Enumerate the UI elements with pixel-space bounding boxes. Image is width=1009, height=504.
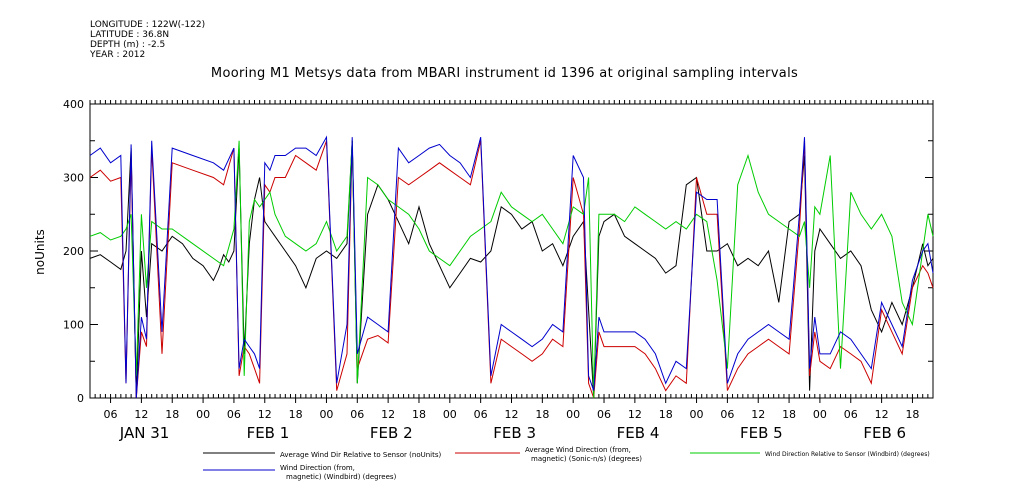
x-tick-label: 06 (227, 408, 241, 421)
x-tick-label: 18 (535, 408, 549, 421)
legend-label: Average Wind Direction (from, (525, 446, 631, 454)
x-tick-label: 00 (813, 408, 827, 421)
x-day-label: FEB 2 (370, 424, 413, 442)
x-tick-label: 06 (844, 408, 858, 421)
x-tick-label: 12 (381, 408, 395, 421)
x-day-label: JAN 31 (119, 424, 170, 442)
legend: Average Wind Dir Relative to Sensor (noU… (203, 446, 930, 481)
legend-label: Wind Direction (from, (280, 464, 355, 472)
y-tick-label: 300 (63, 172, 84, 185)
x-day-label: FEB 1 (247, 424, 290, 442)
latitude-text: LATITUDE : 36.8N (90, 30, 170, 40)
x-tick-label: 00 (196, 408, 210, 421)
x-tick-label: 00 (690, 408, 704, 421)
legend-label: magnetic) (Windbird) (degrees) (286, 473, 397, 481)
x-tick-label: 06 (104, 408, 118, 421)
chart-title: Mooring M1 Metsys data from MBARI instru… (210, 66, 799, 81)
x-tick-label: 12 (258, 408, 272, 421)
x-tick-label: 00 (319, 408, 333, 421)
x-tick-label: 12 (628, 408, 642, 421)
legend-label: Wind Direction Relative to Sensor (Windb… (765, 451, 930, 458)
y-tick-label: 100 (63, 319, 84, 332)
axis-labels: 06 12 18 00 06 12 18 00 06 12 18 00 06 12 18 00 06 12 18 00… (63, 98, 919, 442)
x-day-label: FEB 4 (617, 424, 660, 442)
legend-label: magnetic) (Sonic-n/s) (degrees) (531, 455, 642, 463)
x-tick-label: 18 (782, 408, 796, 421)
x-tick-label: 06 (597, 408, 611, 421)
x-tick-label: 18 (412, 408, 426, 421)
year-text: YEAR : 2012 (90, 50, 146, 60)
y-tick-label: 400 (63, 98, 84, 111)
depth-text: DEPTH (m) : -2.5 (90, 40, 166, 50)
series-line (89, 135, 934, 399)
x-tick-label: 06 (474, 408, 488, 421)
legend-label: Average Wind Dir Relative to Sensor (noU… (280, 451, 441, 459)
x-tick-label: 18 (659, 408, 673, 421)
x-day-label: FEB 3 (493, 424, 536, 442)
x-tick-label: 12 (875, 408, 889, 421)
x-tick-label: 06 (720, 408, 734, 421)
y-axis-label: noUnits (33, 229, 47, 275)
longitude-text: LONGITUDE : 122W(-122) (90, 20, 206, 30)
x-tick-label: 18 (165, 408, 179, 421)
x-tick-label: 06 (350, 408, 364, 421)
x-day-label: FEB 5 (740, 424, 783, 442)
y-tick-label: 0 (77, 392, 84, 405)
x-tick-label: 18 (905, 408, 919, 421)
x-tick-label: 00 (566, 408, 580, 421)
x-tick-label: 12 (134, 408, 148, 421)
metadata-header: LONGITUDE : 122W(-122) LATITUDE : 36.8N … (90, 20, 205, 60)
series-lines (89, 135, 934, 399)
x-tick-label: 18 (289, 408, 303, 421)
x-tick-label: 00 (443, 408, 457, 421)
x-day-label: FEB 6 (863, 424, 906, 442)
series-line (89, 140, 934, 399)
x-tick-label: 12 (751, 408, 765, 421)
y-tick-label: 200 (63, 245, 84, 258)
x-tick-label: 12 (505, 408, 519, 421)
